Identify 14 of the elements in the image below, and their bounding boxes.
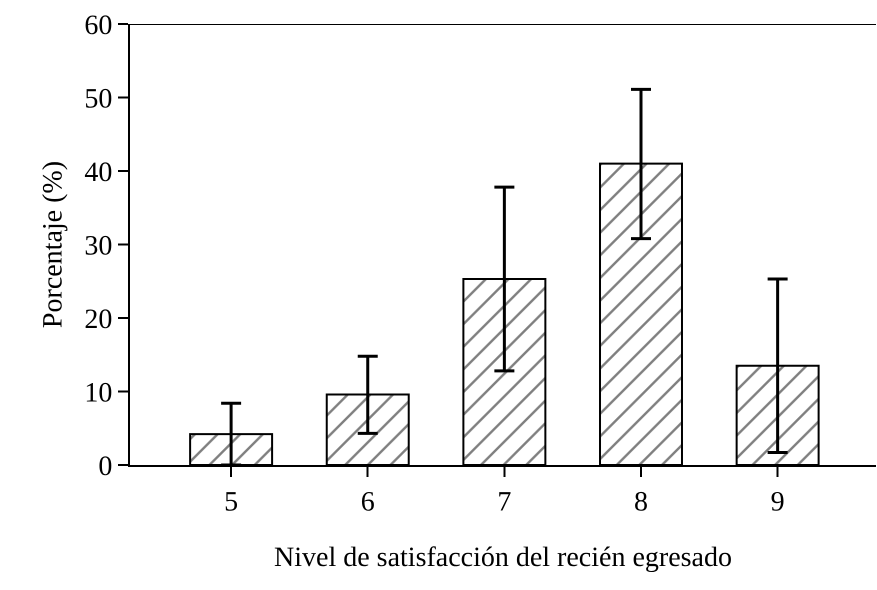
y-tick-label: 40 (84, 156, 112, 188)
x-tick-label: 7 (497, 486, 512, 518)
x-tick-label: 5 (224, 486, 238, 518)
y-tick-label: 50 (84, 83, 112, 114)
y-tick-label: 20 (84, 304, 112, 335)
y-axis-title: Porcentaje (%) (38, 160, 69, 328)
y-tick-label: 0 (98, 450, 112, 482)
x-tick-label: 6 (360, 486, 375, 518)
x-tick-label: 8 (634, 486, 648, 518)
y-tick-label: 60 (84, 10, 112, 41)
x-axis-title: Nivel de satisfacción del recién egresado (274, 542, 732, 574)
y-tick-label: 10 (84, 377, 112, 408)
x-tick-label: 9 (770, 486, 785, 518)
y-tick-label: 30 (84, 230, 112, 262)
